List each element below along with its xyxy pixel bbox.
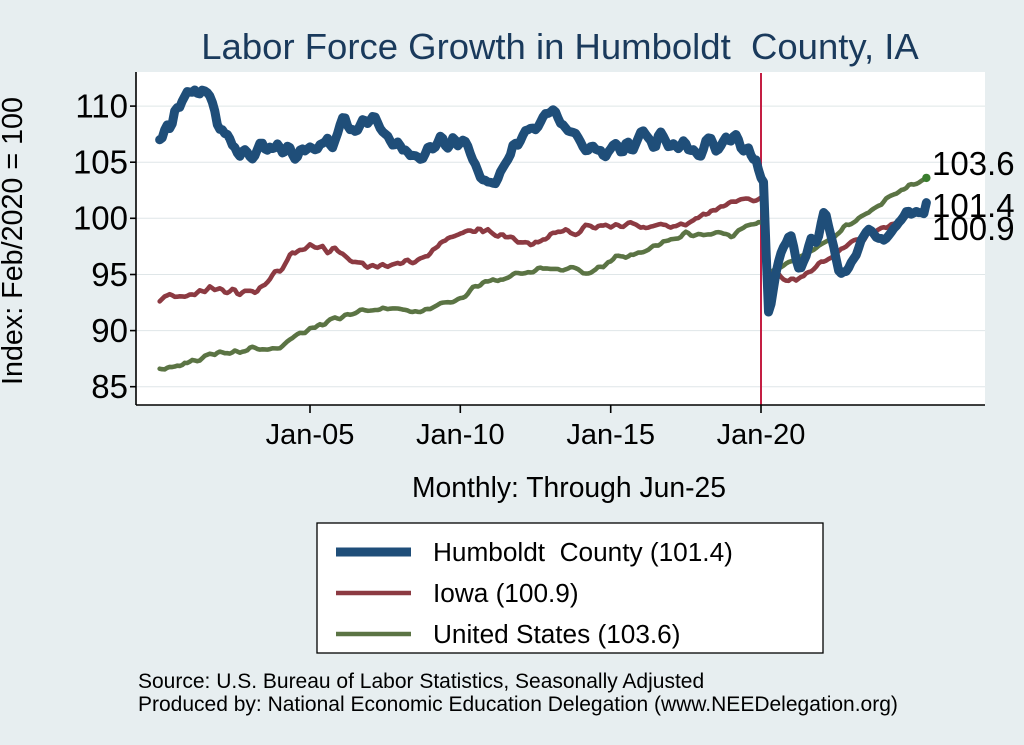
svg-text:Jan-05: Jan-05 <box>266 419 355 451</box>
svg-text:Jan-15: Jan-15 <box>566 419 655 451</box>
svg-text:Produced by: National Economic: Produced by: National Economic Education… <box>138 693 898 716</box>
svg-text:Index: Feb/2020 = 100: Index: Feb/2020 = 100 <box>0 97 29 385</box>
svg-text:Source: U.S. Bureau of Labor S: Source: U.S. Bureau of Labor Statistics,… <box>138 670 704 693</box>
svg-text:103.6: 103.6 <box>932 145 1015 182</box>
svg-text:100: 100 <box>73 200 128 237</box>
svg-text:90: 90 <box>91 312 128 349</box>
svg-text:Jan-10: Jan-10 <box>416 419 505 451</box>
svg-text:Humboldt County (101.4): Humboldt County (101.4) <box>433 537 733 567</box>
svg-text:95: 95 <box>91 256 128 293</box>
svg-text:85: 85 <box>91 368 128 405</box>
svg-text:Labor Force Growth in Humboldt: Labor Force Growth in Humboldt County, I… <box>201 26 919 67</box>
svg-text:Jan-20: Jan-20 <box>717 419 806 451</box>
svg-text:United States (103.6): United States (103.6) <box>433 619 680 649</box>
svg-text:Iowa (100.9): Iowa (100.9) <box>433 578 579 608</box>
svg-text:105: 105 <box>73 144 128 181</box>
svg-text:110: 110 <box>75 88 128 125</box>
svg-text:100.9: 100.9 <box>932 210 1015 247</box>
svg-text:Monthly: Through Jun-25: Monthly: Through Jun-25 <box>412 471 726 503</box>
